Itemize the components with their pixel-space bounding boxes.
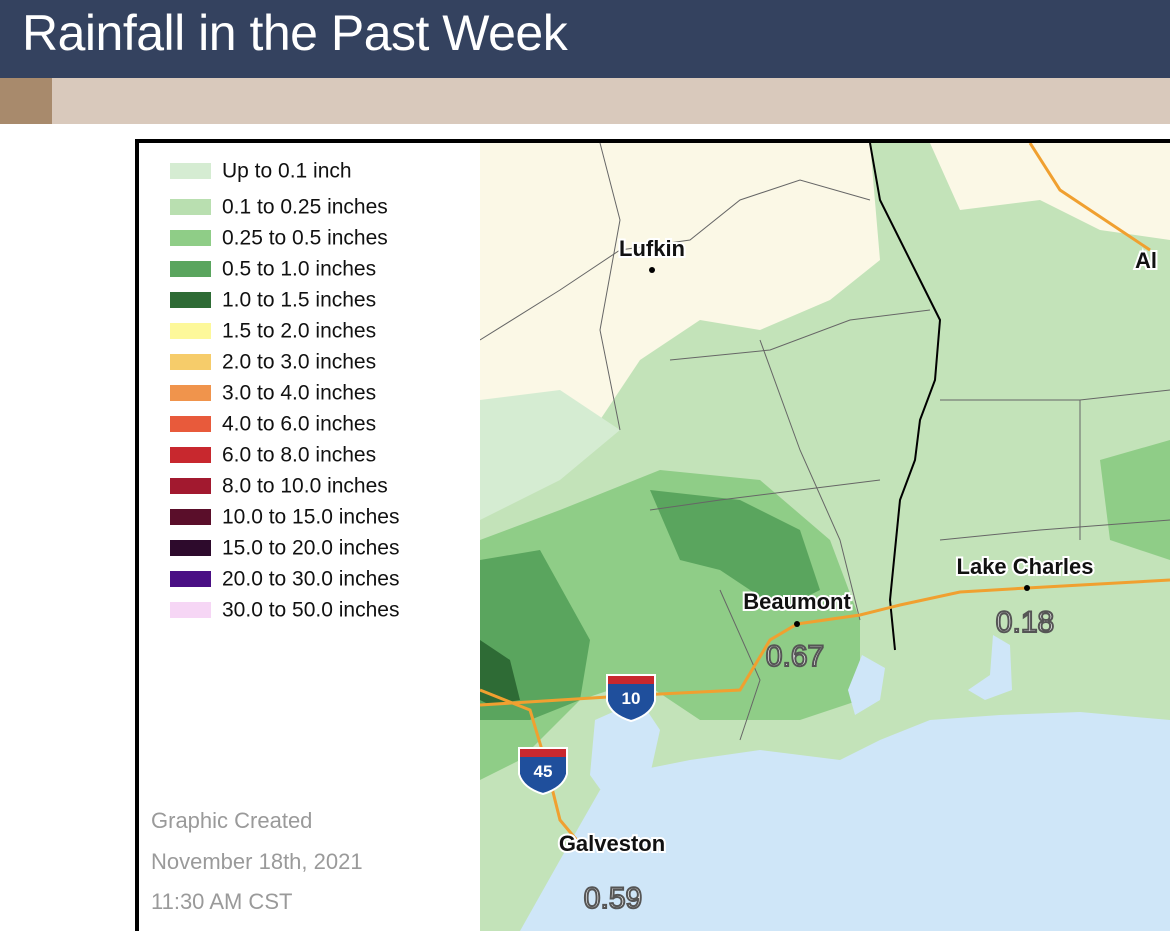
legend-label: 30.0 to 50.0 inches <box>222 599 399 622</box>
legend-label: 15.0 to 20.0 inches <box>222 537 399 560</box>
legend-swatch <box>170 292 211 308</box>
header: Rainfall in the Past Week <box>0 0 1170 78</box>
footer-line: 11:30 AM CST <box>151 889 292 914</box>
city-label: Lake Charles <box>957 554 1094 579</box>
legend-label: 20.0 to 30.0 inches <box>222 568 399 591</box>
legend-swatch <box>170 163 211 179</box>
highway-number: 45 <box>534 762 553 781</box>
legend-label: 1.0 to 1.5 inches <box>222 289 376 312</box>
legend-label: 0.1 to 0.25 inches <box>222 196 388 219</box>
legend-label: 0.5 to 1.0 inches <box>222 258 376 281</box>
city-label: Galveston <box>559 831 665 856</box>
map-labels: Lufkin Al Lake Charles Beaumont Galveston 0.6… <box>518 234 1159 916</box>
highway-shield <box>606 674 656 723</box>
legend-swatch <box>170 447 211 463</box>
legend-label: 2.0 to 3.0 inches <box>222 351 376 374</box>
footer-line: November 18th, 2021 <box>151 849 363 874</box>
legend-label: 8.0 to 10.0 inches <box>222 475 388 498</box>
legend-swatch <box>170 261 211 277</box>
legend-label: 1.5 to 2.0 inches <box>222 320 376 343</box>
map <box>480 143 1170 931</box>
legend-swatch <box>170 385 211 401</box>
rainfall-value: 0.59 <box>584 882 642 915</box>
city-label: Al <box>1135 248 1157 273</box>
legend-swatch <box>170 230 211 246</box>
footer-line: Graphic Created <box>151 808 312 833</box>
city-label: Lufkin <box>619 236 685 261</box>
legend-swatch <box>170 602 211 618</box>
city-dot <box>1024 585 1030 591</box>
legend-label: 0.25 to 0.5 inches <box>222 227 388 250</box>
legend-label: 4.0 to 6.0 inches <box>222 413 376 436</box>
city-label: Beaumont <box>743 589 851 614</box>
legend-swatch <box>170 478 211 494</box>
legend-swatch <box>170 323 211 339</box>
legend-swatch <box>170 540 211 556</box>
highway-shield <box>518 747 568 796</box>
legend-label: Up to 0.1 inch <box>222 160 352 183</box>
rainfall-value: 0.67 <box>766 640 824 673</box>
legend-swatch <box>170 354 211 370</box>
rainfall-value: 0.18 <box>996 606 1054 639</box>
legend-swatch <box>170 416 211 432</box>
highway-shield-top <box>520 749 566 757</box>
accent-band <box>0 78 1170 124</box>
legend-label: 3.0 to 4.0 inches <box>222 382 376 405</box>
legend-label: 6.0 to 8.0 inches <box>222 444 376 467</box>
legend-swatch <box>170 571 211 587</box>
city-dot <box>649 267 655 273</box>
city-dot <box>794 621 800 627</box>
highway-number: 10 <box>622 689 641 708</box>
highway-shield-top <box>608 676 654 684</box>
accent-square <box>0 78 52 124</box>
title: Rainfall in the Past Week <box>22 5 568 61</box>
legend-swatch <box>170 509 211 525</box>
legend-swatch <box>170 199 211 215</box>
legend-label: 10.0 to 15.0 inches <box>222 506 399 529</box>
